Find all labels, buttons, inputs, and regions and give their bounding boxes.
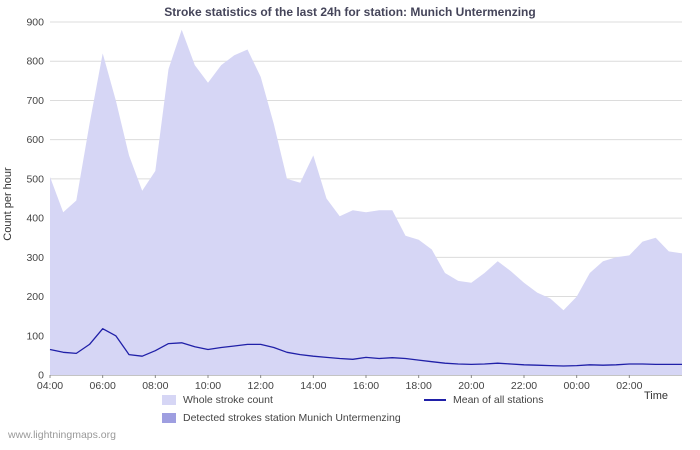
detected-strokes-swatch — [162, 413, 176, 423]
svg-text:08:00: 08:00 — [142, 380, 168, 392]
svg-text:100: 100 — [26, 330, 44, 342]
svg-text:14:00: 14:00 — [300, 380, 326, 392]
x-axis-label: Time — [643, 390, 668, 402]
svg-text:12:00: 12:00 — [248, 380, 274, 392]
svg-text:22:00: 22:00 — [511, 380, 537, 392]
mean-line-swatch — [424, 399, 446, 401]
svg-text:900: 900 — [26, 17, 44, 29]
svg-text:06:00: 06:00 — [90, 380, 116, 392]
legend-item-whole-stroke-count: Whole stroke count — [162, 393, 273, 407]
legend: Whole stroke count Mean of all stations … — [162, 393, 642, 429]
svg-text:02:00: 02:00 — [616, 380, 642, 392]
svg-text:800: 800 — [26, 56, 44, 68]
legend-label: Detected strokes station Munich Untermen… — [183, 412, 401, 424]
svg-text:18:00: 18:00 — [406, 380, 432, 392]
svg-text:10:00: 10:00 — [195, 380, 221, 392]
svg-text:400: 400 — [26, 213, 44, 225]
legend-item-mean-of-all-stations: Mean of all stations — [424, 393, 543, 407]
whole-stroke-count-swatch — [162, 395, 176, 405]
svg-text:700: 700 — [26, 95, 44, 107]
svg-text:500: 500 — [26, 173, 44, 185]
legend-item-detected-strokes: Detected strokes station Munich Untermen… — [162, 411, 401, 425]
legend-label: Mean of all stations — [453, 394, 544, 406]
watermark-link: www.lightningmaps.org — [8, 429, 116, 441]
chart-title: Stroke statistics of the last 24h for st… — [164, 5, 536, 19]
svg-text:00:00: 00:00 — [564, 380, 590, 392]
legend-label: Whole stroke count — [183, 394, 273, 406]
svg-text:200: 200 — [26, 291, 44, 303]
svg-text:04:00: 04:00 — [37, 380, 63, 392]
svg-text:0: 0 — [38, 370, 44, 382]
svg-text:600: 600 — [26, 134, 44, 146]
svg-text:16:00: 16:00 — [353, 380, 379, 392]
svg-text:20:00: 20:00 — [458, 380, 484, 392]
svg-text:300: 300 — [26, 252, 44, 264]
